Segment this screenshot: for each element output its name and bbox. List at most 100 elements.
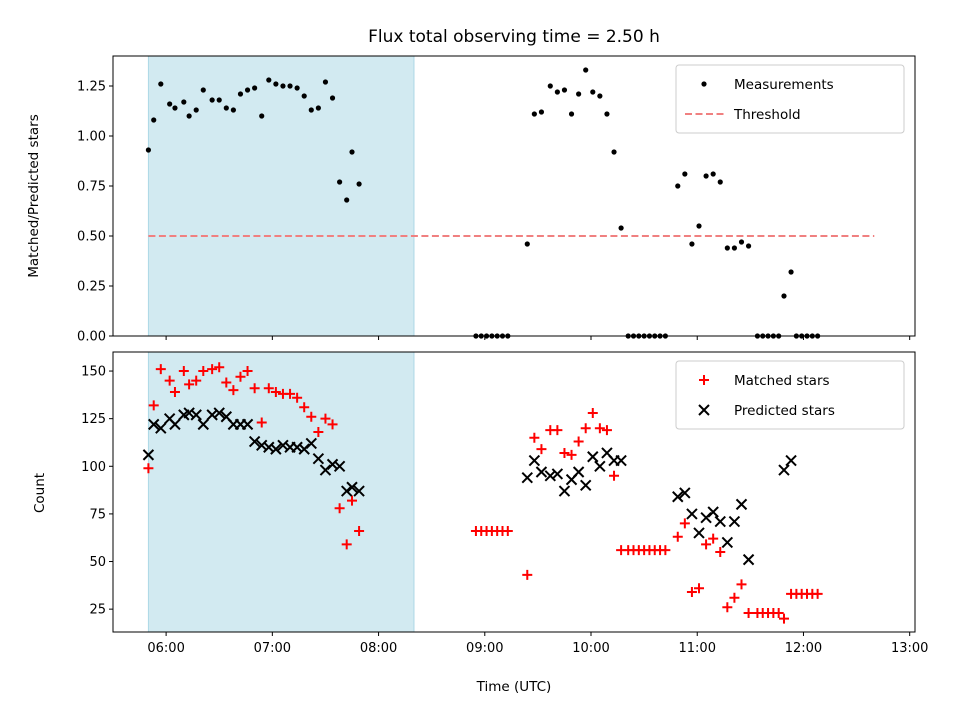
legend-label: Threshold: [733, 107, 801, 123]
data-point: [198, 366, 209, 377]
top-ylabel: Matched/Predicted stars: [26, 114, 42, 277]
data-point: [572, 466, 585, 478]
data-point: [576, 91, 582, 97]
data-point: [679, 518, 690, 529]
data-point: [223, 105, 229, 111]
x-tick-label: 10:00: [572, 641, 609, 656]
data-point: [143, 463, 154, 474]
data-point: [682, 171, 688, 177]
top-legend: Measurements Threshold: [675, 64, 905, 134]
data-point: [785, 454, 797, 467]
data-point: [252, 85, 258, 91]
data-point: [502, 526, 513, 537]
y-tick-label: 0.75: [77, 180, 106, 195]
data-point: [270, 443, 282, 455]
data-point: [353, 485, 365, 497]
data-point: [320, 413, 331, 424]
data-point: [743, 607, 754, 618]
x-tick-label: 13:00: [891, 641, 928, 656]
x-axis-label: Time (UTC): [476, 679, 552, 695]
data-point: [228, 385, 239, 396]
data-point: [535, 466, 548, 478]
legend-marker-measurements: [701, 81, 707, 87]
top-axes-frame: [112, 55, 916, 337]
data-point: [186, 113, 192, 119]
data-point: [148, 400, 159, 411]
bottom-ylabel: Count: [32, 473, 48, 513]
bottom-panel: 06:00 07:00 08:00 09:00 10:00 11:00 12:00 13:00…: [32, 351, 928, 656]
data-point: [594, 423, 605, 434]
data-point: [561, 87, 568, 93]
data-point: [354, 526, 365, 537]
data-point: [341, 539, 352, 550]
y-tick-label: 0.00: [77, 330, 106, 345]
data-point: [788, 269, 794, 275]
y-tick-label: 150: [81, 365, 106, 380]
data-point: [679, 487, 691, 499]
data-point: [579, 479, 592, 492]
data-point: [583, 67, 589, 73]
data-point: [244, 87, 251, 93]
y-tick-label: 1.00: [77, 130, 106, 145]
data-point: [306, 411, 317, 422]
data-point: [190, 409, 202, 421]
data-point: [721, 536, 734, 549]
data-point: [326, 458, 339, 471]
data-point: [707, 506, 719, 518]
data-point: [299, 402, 310, 413]
data-point: [148, 418, 160, 431]
data-point: [710, 171, 716, 177]
data-point: [191, 375, 202, 386]
data-point: [155, 364, 166, 375]
data-point: [266, 77, 272, 83]
data-point: [735, 498, 748, 511]
data-point: [573, 436, 584, 447]
data-point: [334, 503, 345, 514]
data-point: [531, 111, 537, 117]
data-point: [742, 553, 755, 566]
data-point: [615, 454, 627, 467]
data-point: [349, 149, 355, 155]
data-point: [181, 99, 187, 105]
data-point: [214, 362, 225, 373]
data-point: [552, 425, 563, 436]
data-point: [696, 223, 702, 229]
data-point: [724, 245, 730, 251]
data-point: [280, 83, 286, 89]
data-point: [249, 383, 260, 394]
data-point: [547, 83, 553, 89]
bottom-series-0: [143, 362, 823, 624]
data-point: [609, 470, 620, 481]
top-panel: 0.00 0.25 0.50 0.75 1.00 1.25 Measurements Thre…: [26, 55, 916, 345]
data-point: [197, 418, 209, 431]
data-point: [529, 432, 540, 443]
data-point: [728, 515, 741, 528]
y-tick-label: 1.25: [77, 80, 106, 95]
data-point: [169, 418, 181, 431]
data-point: [714, 515, 726, 528]
data-point: [594, 460, 606, 472]
x-tick-label: 07:00: [254, 641, 291, 656]
data-point: [587, 407, 598, 418]
bottom-series-1: [142, 407, 797, 566]
data-point: [346, 481, 358, 493]
data-point: [308, 107, 314, 113]
data-point: [521, 472, 533, 484]
data-point: [248, 435, 261, 448]
legend-marker-matched: [699, 375, 709, 385]
data-point: [169, 387, 180, 397]
data-point: [291, 441, 303, 453]
data-point: [206, 409, 218, 421]
data-point: [686, 508, 698, 520]
x-tick-label: 09:00: [466, 641, 503, 656]
data-point: [524, 241, 530, 247]
data-point: [778, 464, 790, 476]
data-point: [142, 449, 155, 461]
data-point: [717, 179, 723, 185]
data-point: [167, 101, 173, 107]
data-point: [213, 407, 225, 419]
data-point: [164, 375, 175, 386]
bottom-legend: Matched stars Predicted stars: [675, 360, 905, 430]
data-point: [551, 468, 564, 480]
legend-box: [675, 360, 905, 430]
